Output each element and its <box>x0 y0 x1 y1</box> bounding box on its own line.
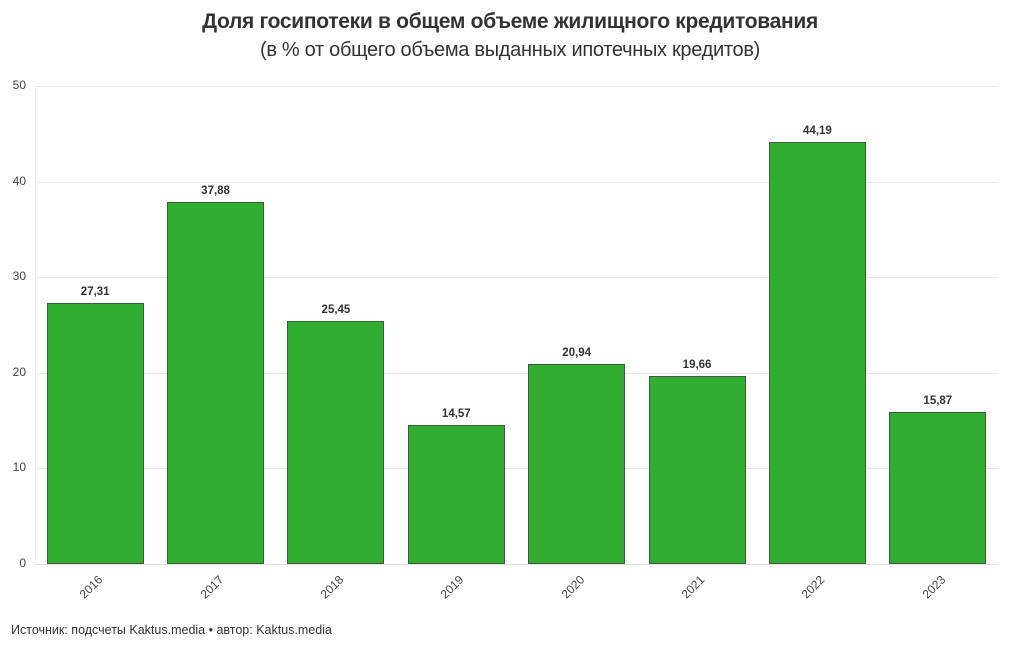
x-tick-label: 2021 <box>678 572 708 602</box>
bar-2023[interactable] <box>889 412 987 564</box>
x-tick-label: 2023 <box>919 572 949 602</box>
bar-2019[interactable] <box>407 424 505 564</box>
gridline <box>35 468 998 470</box>
x-tick-label: 2019 <box>437 572 467 602</box>
bar-value-label: 25,45 <box>321 303 351 316</box>
bar-value-label: 27,31 <box>80 285 110 298</box>
bar-2021[interactable] <box>648 376 746 564</box>
x-tick-label: 2016 <box>76 572 106 602</box>
bar-value-label: 14,57 <box>441 407 471 420</box>
chart-title: Доля госипотеки в общем объеме жилищного… <box>202 10 818 33</box>
y-tick-label: 0 <box>19 556 26 570</box>
y-tick-label: 10 <box>12 460 26 475</box>
bar-2022[interactable] <box>768 141 866 564</box>
bar-2018[interactable] <box>287 320 385 564</box>
bar-value-label: 15,87 <box>923 395 953 408</box>
y-tick-label: 30 <box>12 269 26 284</box>
bar-2020[interactable] <box>528 363 626 564</box>
x-tick-label: 2022 <box>799 572 828 602</box>
gridline <box>35 86 998 87</box>
chart-subtitle: (в % от общего объема выданных ипотечных… <box>259 39 761 61</box>
y-tick-label: 40 <box>12 173 26 188</box>
source-note: Источник: подсчеты Kaktus.media • автор:… <box>11 623 332 637</box>
plot-area: 27,31 37,88 25,45 14,57 20,94 19,66 44,19 15,87 <box>35 86 998 565</box>
y-axis-line <box>35 86 36 564</box>
bar-2017[interactable] <box>167 201 265 564</box>
x-tick-label: 2020 <box>558 572 588 602</box>
y-tick-label: 50 <box>12 78 26 92</box>
bar-value-label: 19,66 <box>682 359 712 372</box>
x-tick-label: 2018 <box>317 572 347 602</box>
gridline <box>35 372 998 374</box>
gridline <box>35 564 998 565</box>
gridline <box>35 181 998 183</box>
bar-value-label: 44,19 <box>803 124 832 137</box>
x-tick-label: 2017 <box>197 572 226 602</box>
y-tick-label: 20 <box>12 364 26 379</box>
bar-value-label: 20,94 <box>562 346 592 359</box>
bar-2016[interactable] <box>46 302 144 564</box>
bar-value-label: 37,88 <box>201 184 230 197</box>
gridline <box>35 277 998 279</box>
